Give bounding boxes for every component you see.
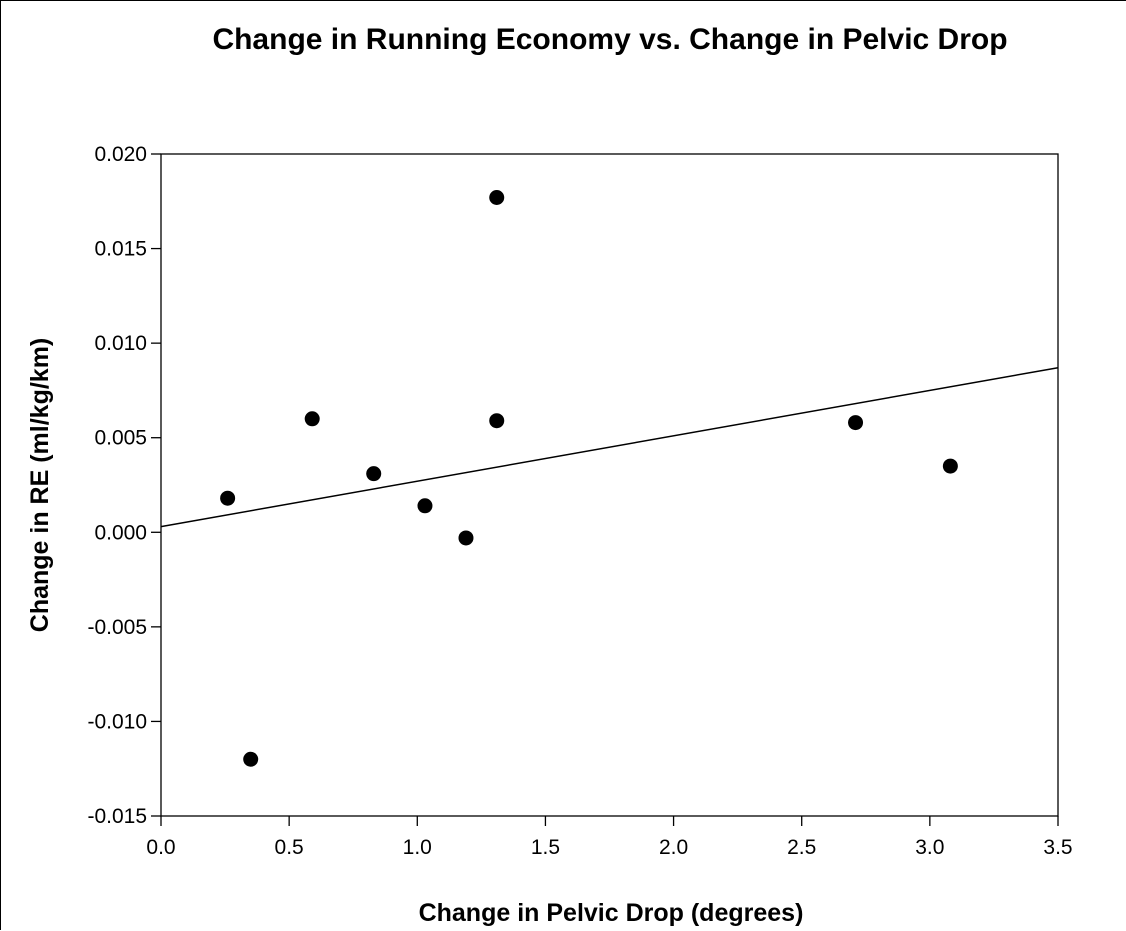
- y-tick-label: 0.005: [94, 427, 147, 450]
- y-tick-label: 0.010: [94, 332, 147, 355]
- x-tick-label: 3.5: [1043, 836, 1072, 859]
- x-axis-ticks: 0.0 0.5 1.0 1.5 2.0 2.5 3.0 3.5: [146, 816, 1073, 859]
- data-point: [848, 415, 864, 431]
- data-point: [366, 466, 382, 482]
- plot-area-frame: [160, 153, 1059, 817]
- y-tick-label: 0.000: [94, 521, 147, 544]
- data-point: [220, 490, 236, 506]
- x-tick-label: 3.0: [915, 836, 944, 859]
- x-tick-label: 2.0: [659, 836, 688, 859]
- y-tick-label: -0.010: [87, 710, 147, 733]
- chart-title: Change in Running Economy vs. Change in …: [212, 23, 1007, 56]
- x-axis-label: Change in Pelvic Drop (degrees): [419, 899, 804, 927]
- y-tick-label: 0.020: [94, 143, 147, 166]
- x-tick-label: 0.5: [275, 836, 304, 859]
- data-point: [489, 413, 505, 429]
- data-point: [417, 498, 433, 514]
- data-point: [458, 530, 474, 546]
- regression-line: [160, 366, 1059, 528]
- y-tick-label: -0.015: [87, 805, 147, 828]
- x-tick-label: 2.5: [787, 836, 816, 859]
- y-tick-label: -0.005: [87, 616, 147, 639]
- x-tick-label: 1.5: [531, 836, 560, 859]
- data-point: [489, 190, 505, 206]
- x-tick-label: 1.0: [403, 836, 432, 859]
- data-points: [220, 190, 958, 767]
- data-point: [304, 411, 320, 427]
- data-point: [243, 751, 259, 767]
- y-axis-label: Change in RE (ml/kg/km): [26, 338, 54, 632]
- x-tick-label: 0.0: [146, 836, 175, 859]
- y-axis-ticks: 0.020 0.015 0.010 0.005 0.000 -0.005 -0.010 -0.…: [87, 143, 161, 828]
- y-tick-label: 0.015: [94, 238, 147, 261]
- data-point: [942, 458, 958, 474]
